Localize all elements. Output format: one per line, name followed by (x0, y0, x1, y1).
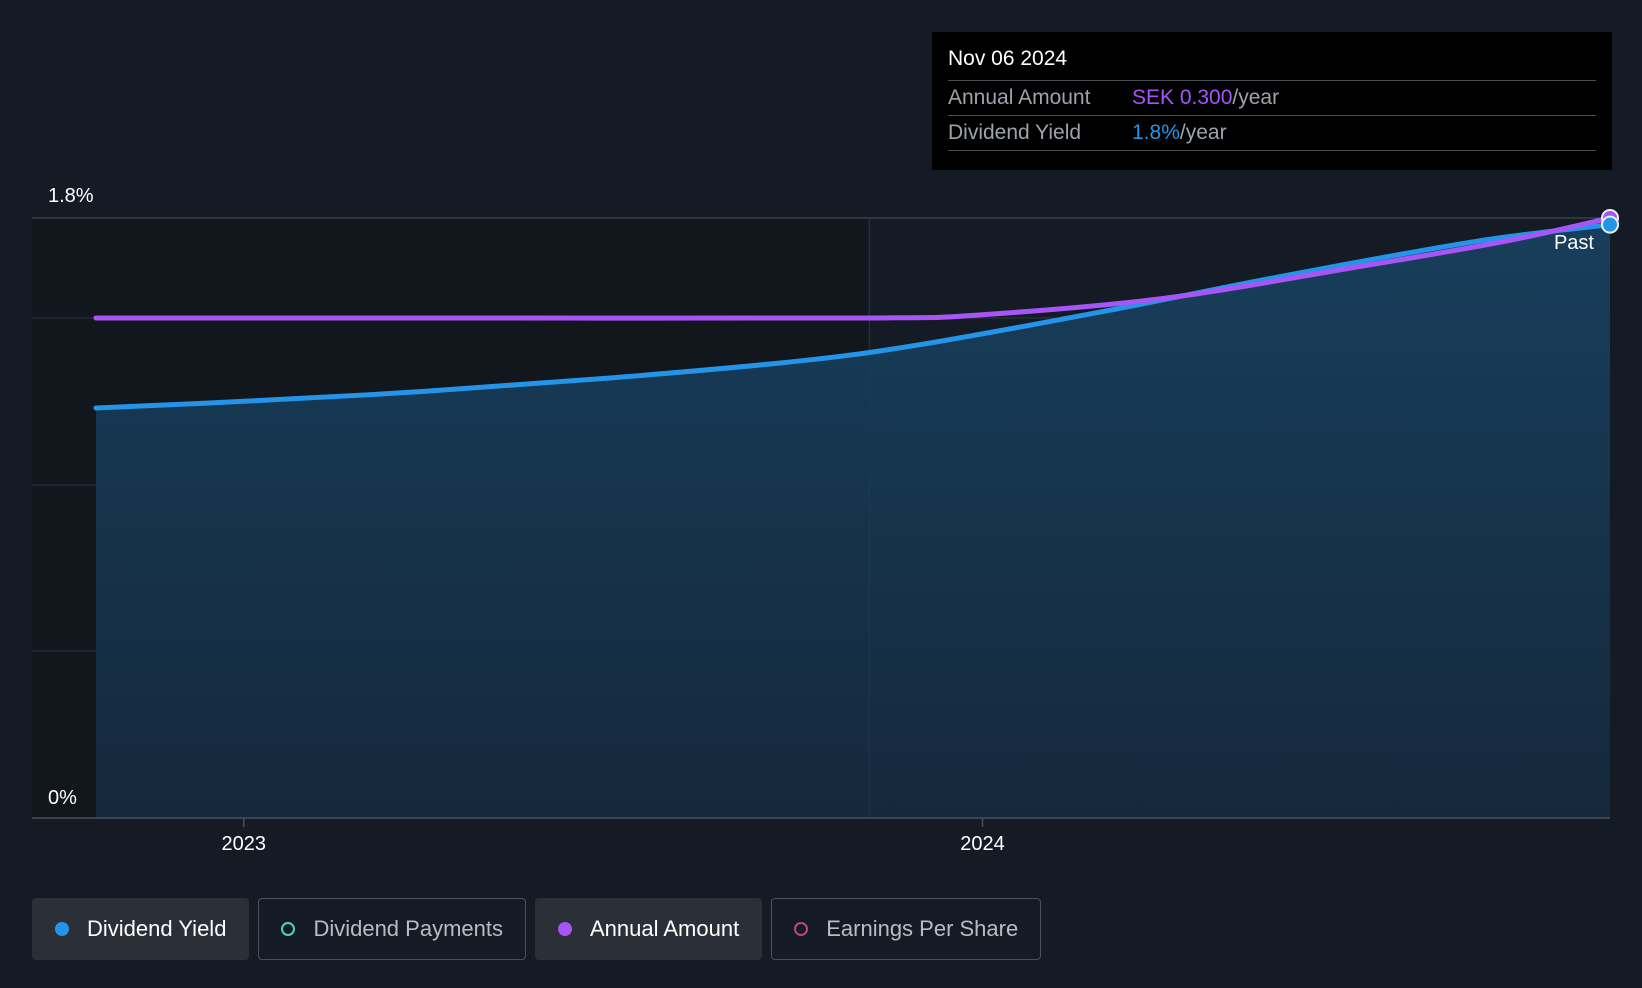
legend: Dividend Yield Dividend Payments Annual … (32, 898, 1042, 960)
tooltip-label: Dividend Yield (948, 121, 1082, 144)
tooltip-unit: /year (1179, 121, 1227, 144)
dividend-yield-area (96, 224, 1610, 818)
end-markers (1601, 209, 1619, 234)
legend-item-dividend-payments[interactable]: Dividend Payments (258, 898, 526, 960)
dividend-yield-dot-icon (55, 922, 69, 936)
annual-amount-line (93, 215, 1613, 321)
legend-label: Dividend Payments (313, 916, 503, 941)
tooltip-row-annual-amount: Annual Amount SEK 0.300 /year (948, 81, 1596, 116)
y-tick-label: 0% (48, 787, 77, 809)
dividend-yield-line (93, 222, 1613, 411)
tooltip-date: Nov 06 2024 (948, 46, 1596, 81)
tooltip-row-dividend-yield: Dividend Yield 1.8% /year (948, 116, 1596, 151)
axes (32, 817, 1610, 827)
legend-item-earnings-per-share[interactable]: Earnings Per Share (771, 898, 1042, 960)
y-tick-labels: 1.8% 0% (48, 185, 94, 809)
x-tick-label: 2024 (960, 833, 1005, 855)
series-lines (93, 215, 1613, 411)
tooltip-value: 1.8% (1132, 121, 1180, 144)
legend-label: Earnings Per Share (826, 916, 1019, 941)
x-tick-labels: 2023 2024 (222, 833, 1005, 855)
tooltip-label: Annual Amount (948, 86, 1091, 109)
dividend-payments-ring-icon (281, 922, 296, 936)
legend-label: Dividend Yield (87, 916, 227, 941)
dividend-chart: Past 1.8% 0% 2023 2024 (32, 185, 1619, 855)
legend-item-annual-amount[interactable]: Annual Amount (534, 898, 763, 960)
tooltip-value: SEK 0.300 (1132, 86, 1233, 109)
legend-label: Annual Amount (589, 916, 740, 941)
past-label: Past (1554, 232, 1594, 254)
y-tick-label: 1.8% (48, 185, 94, 207)
tooltip: Nov 06 2024 Annual Amount SEK 0.300 /yea… (932, 32, 1612, 170)
tooltip-unit: /year (1232, 86, 1280, 109)
annual-amount-dot-icon (557, 922, 572, 936)
dividend-yield-end-marker (1601, 215, 1619, 234)
legend-item-dividend-yield[interactable]: Dividend Yield (32, 898, 250, 960)
x-tick-label: 2023 (222, 833, 267, 855)
earnings-per-share-ring-icon (794, 922, 809, 936)
